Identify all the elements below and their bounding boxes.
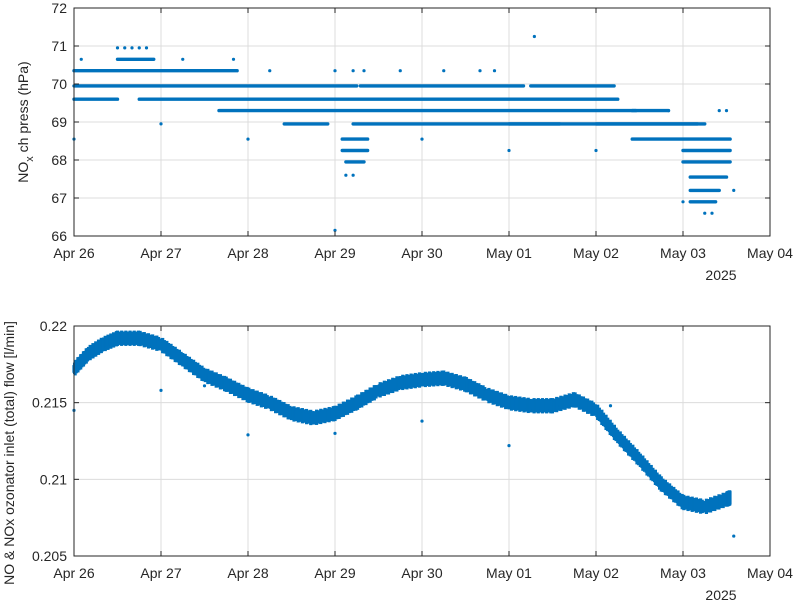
data-point [333,228,337,232]
y-tick-label: 72 [51,0,67,16]
y-axis-label-rest: ch press (hPa) [15,61,31,156]
y-tick-label: 0.21 [40,471,67,487]
data-point [246,137,250,141]
x-axis: Apr 26 Apr 27 Apr 28 Apr 29 Apr 30 May 01 May … [53,326,793,603]
y-tick-label: 69 [51,114,67,130]
y-axis: 0.205 0.21 0.215 0.22 [32,318,770,564]
y-axis-label-main: NO [15,162,31,183]
y-tick-label: 66 [51,228,67,244]
y-tick-label: 70 [51,76,67,92]
data-point [144,46,149,50]
x-year-label: 2025 [705,587,736,603]
x-tick-label: May 03 [660,245,706,261]
data-point [724,109,729,113]
x-axis: Apr 26 Apr 27 Apr 28 Apr 29 Apr 30 May 01 May … [53,8,793,283]
data-point [420,137,424,141]
data-point [507,148,511,153]
data-point [130,46,134,50]
data-point [710,211,714,215]
data-point [492,69,497,73]
x-tick-label: Apr 28 [227,245,268,261]
data-point [159,388,163,392]
data-point [246,433,250,437]
data-point [594,411,598,415]
data-point [507,444,511,448]
data-point [79,57,83,61]
y-tick-label: 0.205 [32,548,67,564]
y-tick-label: 67 [51,190,67,206]
data-point [558,405,562,409]
data-point [137,46,141,50]
x-tick-label: Apr 29 [314,565,355,581]
x-tick-label: May 02 [573,245,619,261]
x-tick-label: Apr 26 [53,565,94,581]
x-tick-label: Apr 27 [140,565,181,581]
data-point [351,173,355,177]
x-tick-label: Apr 26 [53,245,94,261]
x-tick-label: May 04 [747,245,793,261]
x-tick-label: May 02 [573,565,619,581]
data-point [181,57,185,61]
x-tick-label: May 01 [486,245,532,261]
data-point [123,46,127,50]
data-point [532,34,536,39]
data-point [369,393,373,397]
data-point [666,109,671,113]
data-point [202,384,207,388]
x-tick-label: Apr 30 [401,245,442,261]
x-tick-label: May 01 [486,565,532,581]
data-point [268,69,272,73]
data-point [732,534,736,538]
data-point [115,46,120,50]
y-axis-label: NOx ch press (hPa) [15,61,36,182]
data-point [351,69,355,73]
data-point [732,188,736,192]
data-point [362,69,366,73]
data-series [72,330,736,538]
data-point [231,57,236,61]
data-point [344,173,348,177]
data-point [608,404,613,408]
data-point [681,200,685,204]
data-point [594,148,598,153]
y-tick-label: 0.215 [32,395,67,411]
data-point [333,431,337,435]
y-axis-label: NO & NOx ozonator inlet (total) flow [l/… [1,321,17,585]
x-year-label: 2025 [705,267,736,283]
data-point [703,211,707,215]
data-point [478,69,482,73]
y-axis-label-subscript: x [24,156,36,162]
data-series [72,34,736,232]
data-point [159,122,163,126]
y-tick-label: 71 [51,38,67,54]
x-tick-label: Apr 27 [140,245,181,261]
data-point [442,69,446,73]
data-point [333,69,337,73]
y-tick-label: 0.22 [40,318,67,334]
x-tick-label: Apr 30 [401,565,442,581]
data-point [398,69,402,73]
y-axis: 66 67 68 69 70 71 72 [51,0,770,244]
data-point [420,419,424,423]
y-tick-label: 68 [51,152,67,168]
x-tick-label: Apr 28 [227,565,268,581]
x-tick-label: Apr 29 [314,245,355,261]
x-tick-label: May 03 [660,565,706,581]
data-point [717,109,721,113]
gridlines [73,7,771,237]
x-tick-label: May 04 [747,565,793,581]
